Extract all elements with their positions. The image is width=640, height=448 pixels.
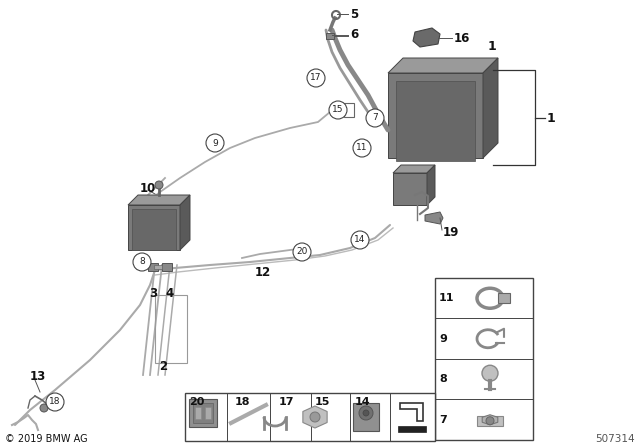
Text: 4: 4 [166,287,174,300]
Circle shape [366,109,384,127]
Bar [132,209,176,250]
Circle shape [46,393,64,411]
Bar [326,33,334,39]
Text: 18: 18 [49,397,61,406]
Polygon shape [128,205,180,250]
Text: 7: 7 [372,113,378,122]
Circle shape [351,231,369,249]
Text: 507314: 507314 [595,434,635,444]
Bar [498,293,510,303]
Bar [148,263,158,271]
Circle shape [155,181,163,189]
Text: 13: 13 [30,370,46,383]
Text: 1: 1 [547,112,556,125]
Circle shape [293,243,311,261]
Text: 8: 8 [139,258,145,267]
Polygon shape [393,173,427,205]
Circle shape [206,134,224,152]
Bar [155,295,187,363]
Text: 9: 9 [212,138,218,147]
Circle shape [482,365,498,381]
Bar [154,265,162,269]
Bar [205,407,211,419]
Text: 5: 5 [350,8,358,21]
Bar [396,81,475,161]
Text: © 2019 BMW AG: © 2019 BMW AG [5,434,88,444]
Polygon shape [483,58,498,158]
Text: 18: 18 [235,397,250,407]
Polygon shape [482,415,498,425]
Polygon shape [425,212,443,224]
Bar [353,403,379,431]
Bar [185,393,435,441]
Circle shape [40,404,48,412]
Bar [344,103,354,117]
Text: 3: 3 [149,287,157,300]
Circle shape [133,253,151,271]
Text: 1: 1 [488,40,497,53]
Text: 20: 20 [189,397,204,407]
Text: 14: 14 [355,236,365,245]
Text: 19: 19 [443,225,460,238]
Circle shape [310,412,320,422]
Text: 10: 10 [140,181,156,194]
Text: 11: 11 [439,293,454,303]
Text: 12: 12 [255,266,271,279]
Bar [398,426,426,432]
Circle shape [363,410,369,416]
Polygon shape [427,165,435,205]
Circle shape [353,139,371,157]
Circle shape [359,406,373,420]
Text: 6: 6 [350,29,358,42]
Polygon shape [388,73,483,158]
Text: 17: 17 [279,397,294,407]
Bar [162,263,172,271]
Circle shape [329,101,347,119]
Polygon shape [180,195,190,250]
Text: 9: 9 [439,334,447,344]
Polygon shape [303,406,327,428]
Text: 16: 16 [454,31,470,44]
Polygon shape [477,416,503,426]
Text: 17: 17 [310,73,322,82]
Text: 20: 20 [296,247,308,257]
Polygon shape [189,399,217,427]
Text: 15: 15 [332,105,344,115]
Text: 11: 11 [356,143,368,152]
Circle shape [486,417,494,425]
Polygon shape [388,58,498,73]
Polygon shape [413,28,440,47]
Polygon shape [128,195,190,205]
Text: 8: 8 [439,374,447,384]
Polygon shape [393,165,435,173]
Bar [435,278,533,440]
Text: 7: 7 [439,415,447,425]
Text: 2: 2 [159,360,167,373]
Bar [195,407,201,419]
Bar [193,403,213,423]
Circle shape [307,69,325,87]
Text: 14: 14 [355,397,371,407]
Text: 15: 15 [315,397,330,407]
